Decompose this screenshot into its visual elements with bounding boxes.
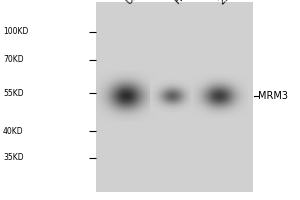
Text: 293T: 293T: [218, 0, 240, 6]
Text: U87: U87: [124, 0, 144, 6]
Text: 55KD: 55KD: [3, 88, 24, 98]
Text: HepG2: HepG2: [172, 0, 201, 6]
Text: 100KD: 100KD: [3, 27, 29, 36]
Text: 35KD: 35KD: [3, 154, 24, 162]
Text: 70KD: 70KD: [3, 55, 24, 64]
Text: 40KD: 40KD: [3, 127, 24, 136]
Bar: [96, 2, 253, 192]
Text: MRM3: MRM3: [258, 91, 288, 101]
